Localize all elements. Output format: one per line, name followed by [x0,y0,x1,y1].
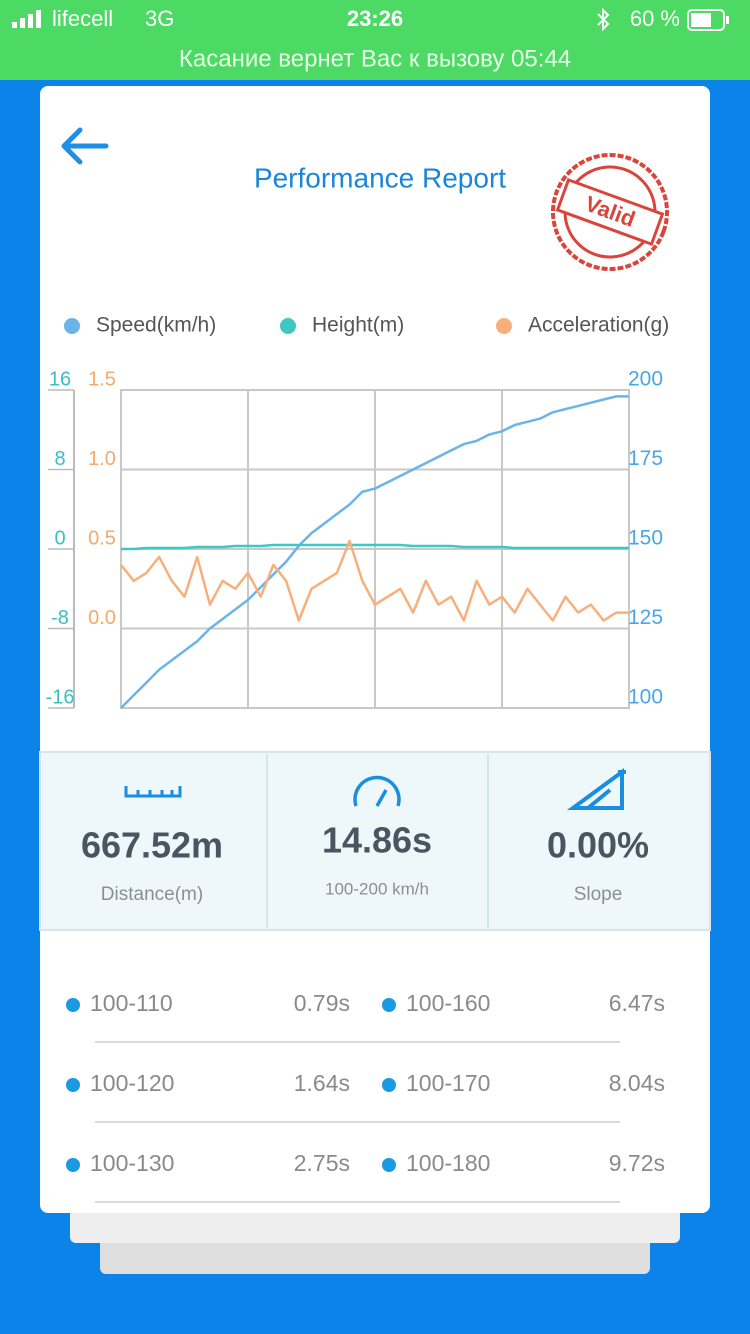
y3-tick-label: 1.5 [88,368,116,390]
stats-panel [39,751,711,931]
stat-value: 0.00% [547,825,649,866]
time: 23:26 [347,6,403,31]
split-time: 6.47s [609,990,665,1016]
stat-value: 667.52m [81,825,223,866]
legend-dot [64,318,80,334]
split-dot [66,1158,80,1172]
signal-icon [12,10,41,28]
call-banner[interactable]: Касание вернет Вас к вызову 05:44 [179,45,571,72]
split-range: 100-110 [90,990,173,1016]
stat-value: 14.86s [322,820,432,861]
series-line [121,543,629,551]
stat-label: 100-200 km/h [325,879,429,898]
stat-label: Slope [574,884,623,905]
split-range: 100-120 [90,1070,174,1096]
slope-icon [566,768,626,810]
title: Performance Report [254,162,506,193]
legend-label: Speed(km/h) [96,314,216,337]
legend-dot [280,318,296,334]
split-range: 100-130 [90,1150,174,1176]
y2-tick-label: 100 [628,686,663,709]
series-line [120,395,629,709]
split-range: 100-160 [406,990,490,1016]
y-tick-label: 16 [49,368,71,390]
split-time: 0.79s [294,990,350,1016]
y-tick-label: 8 [54,448,65,470]
network: 3G [145,6,174,31]
status-bar[interactable] [0,0,750,80]
split-time: 2.75s [294,1150,350,1176]
legend-label: Acceleration(g) [528,314,669,337]
y3-tick-label: 0.5 [88,527,116,549]
legend-dot [496,318,512,334]
speedometer-icon [353,775,401,807]
battery-icon [687,9,729,31]
y2-tick-label: 175 [628,447,663,470]
bluetooth-icon [597,7,610,32]
y-tick-label: 0 [54,527,65,549]
ruler-icon [124,786,182,798]
y-tick-label: -16 [46,686,75,708]
y2-tick-label: 150 [628,527,663,550]
split-dot [66,998,80,1012]
y2-tick-label: 200 [628,368,663,391]
split-dot [382,1158,396,1172]
split-time: 8.04s [609,1070,665,1096]
split-dot [382,998,396,1012]
stat-label: Distance(m) [101,884,203,905]
split-dot [382,1078,396,1092]
back-button[interactable] [61,127,109,165]
carrier: lifecell [52,6,113,31]
legend-label: Height(m) [312,314,404,337]
y-tick-label: -8 [51,607,69,629]
split-time: 9.72s [609,1150,665,1176]
y2-tick-label: 125 [628,606,663,629]
y3-tick-label: 1.0 [88,448,116,470]
battery-text: 60 % [630,6,680,31]
series-line [120,539,629,622]
split-time: 1.64s [294,1070,350,1096]
y3-tick-label: 0.0 [88,607,116,629]
split-range: 100-170 [406,1070,490,1096]
split-dot [66,1078,80,1092]
split-range: 100-180 [406,1150,490,1176]
